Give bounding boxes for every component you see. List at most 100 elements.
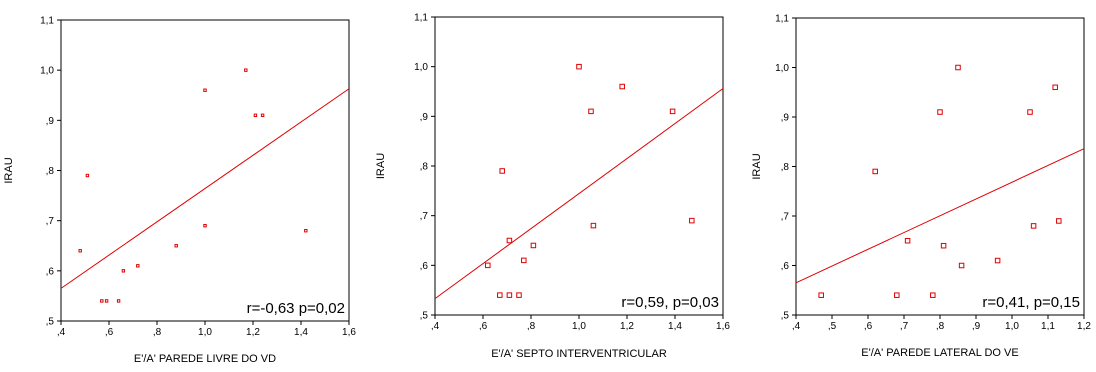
data-point [121,269,126,273]
data-point [506,237,513,244]
axis-ticks: ,4,5,6,7,8,9 1,0 1,1 1,2,5,6,7,8,91,01,1 [775,14,1091,333]
data-point [174,244,178,248]
data-point [506,292,513,298]
y-tick-label: 1,0 [40,66,54,77]
data-point [78,249,82,253]
x-tick-label: ,6 [105,327,114,338]
y-tick-label: ,6 [781,261,790,272]
scatter-panel-e-a-parede-lateral-ve: ,4,5,6,7,8,9 1,0 1,1 1,2,5,6,7,8,91,01,1 r=… [751,14,1091,360]
y-tick-label: 1,0 [414,62,428,73]
data-point [497,292,503,298]
correlation-annotation: r=-0,63 p=0,02 [247,300,345,317]
data-point [521,257,527,264]
data-point [85,173,90,178]
x-tick-label: 1,0 [198,327,212,338]
data-point [499,168,505,174]
y-tick-label: ,7 [46,216,55,227]
y-tick-label: ,9 [420,112,429,123]
y-axis-label: IRAU [375,153,387,179]
x-tick-label: ,7 [900,321,909,332]
y-tick-label: ,9 [781,113,790,124]
correlation-annotation: r=0,59, p=0,03 [621,294,719,311]
x-tick-label: ,4 [431,321,440,332]
data-point [872,168,878,175]
x-tick-label: 1,2 [620,321,634,332]
data-point [1056,218,1062,224]
data-point [588,108,594,115]
y-tick-label: 1,1 [775,14,789,25]
x-tick-label: ,9 [972,321,981,332]
regression-line [60,88,350,289]
plot-frame [795,17,1085,316]
data-point [1052,84,1058,91]
data-point [958,262,965,269]
data-point [818,292,824,298]
y-tick-label: ,8 [46,166,55,177]
y-tick-label: ,7 [781,212,790,223]
x-tick-label: ,8 [936,321,945,332]
x-tick-label: ,5 [828,321,837,332]
data-point [669,108,676,115]
data-points [485,63,695,298]
data-point [260,113,265,118]
x-tick-label: 1,2 [246,327,260,338]
x-tick-label: ,6 [864,321,873,332]
x-axis-label: E'/A' PAREDE LATERAL DO VE [861,347,1018,359]
y-axis-label: IRAU [3,157,15,183]
y-axis-label: IRAU [751,153,763,179]
y-tick-label: ,5 [420,311,429,322]
x-tick-label: ,8 [153,327,162,338]
y-tick-label: ,6 [46,266,55,277]
x-tick-label: 1,0 [1005,321,1019,332]
data-point [994,257,1001,264]
data-point [304,229,308,233]
y-tick-label: ,7 [420,211,429,222]
data-point [136,264,140,268]
correlation-annotation: r=0,41, p=0,15 [982,294,1080,311]
x-tick-label: ,4 [57,327,66,338]
scatter-panel-e-a-parede-livre-vd: ,4 ,6 ,8 1,0 1,2 1,4 1,6 ,5 ,6 ,7 ,8 ,9 1,0 1,1 r=-0,… [3,16,356,366]
y-tick-label: 1,0 [775,63,789,74]
data-point [485,262,491,269]
data-point [1030,223,1037,229]
x-tick-label: ,4 [792,321,801,332]
y-tick-label: 1,1 [40,16,54,27]
data-point [203,88,207,92]
regression-line [795,148,1085,284]
y-tick-label: ,8 [420,162,429,173]
regression-line [434,88,724,300]
data-point [116,299,121,303]
data-point [904,238,911,244]
y-tick-label: ,8 [781,162,790,173]
y-tick-label: ,5 [46,317,55,328]
x-tick-label: 1,6 [342,327,356,338]
y-tick-label: ,9 [46,116,55,127]
data-point [937,109,943,115]
plot-frame [434,16,724,316]
data-point [203,223,207,228]
axis-ticks: ,4 ,6 ,8 1,0 1,2 1,4 1,6 ,5 ,6 ,7 ,8 ,9 1,0 1,1 [414,13,730,333]
data-point [894,292,900,298]
data-point [530,242,537,249]
axis-ticks: ,4 ,6 ,8 1,0 1,2 1,4 1,6 ,5 ,6 ,7 ,8 ,9 1,0 1,1 [40,16,356,339]
data-point [1027,109,1033,115]
y-tick-label: ,6 [420,261,429,272]
data-point [590,222,597,229]
x-axis-label: E'/A' PAREDE LIVRE DO VD [134,353,276,365]
plot-frame [60,19,350,322]
y-tick-label: ,5 [781,311,790,322]
x-tick-label: 1,0 [572,321,586,332]
x-tick-label: ,8 [527,321,536,332]
data-point [104,299,109,303]
data-point [253,113,258,118]
x-tick-label: ,6 [479,321,488,332]
y-tick-label: 1,1 [414,13,428,24]
data-points [818,64,1062,298]
scatter-panel-e-a-septo-interventricular: ,4 ,6 ,8 1,0 1,2 1,4 1,6 ,5 ,6 ,7 ,8 ,9 1,0 1,1 r=0,5… [375,13,730,361]
data-point [576,63,582,70]
data-point [940,242,947,249]
data-point [955,64,961,71]
x-tick-label: 1,2 [1077,321,1091,332]
x-tick-label: 1,4 [294,327,308,338]
